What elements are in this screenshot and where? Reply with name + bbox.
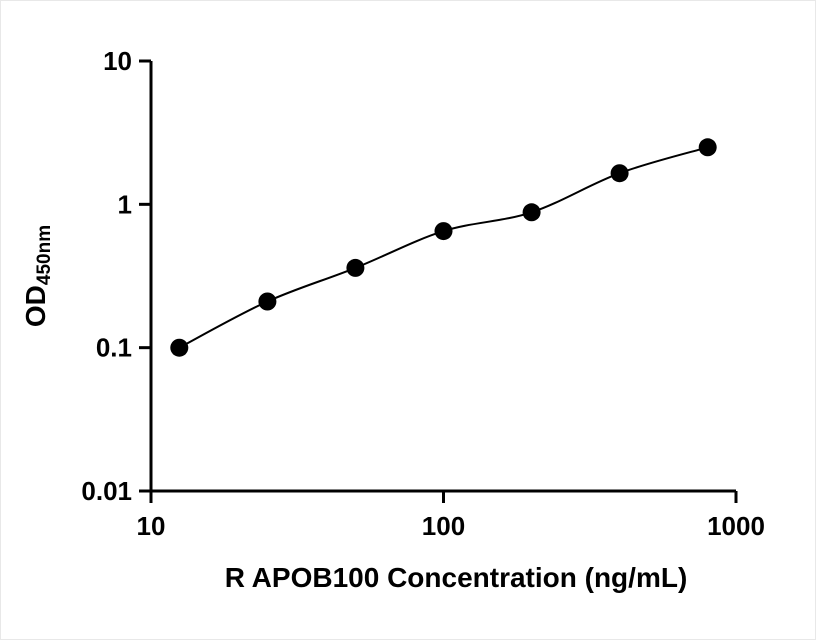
fit-line xyxy=(178,146,708,349)
data-point xyxy=(610,164,629,183)
y-tick-label: 0.1 xyxy=(96,333,132,363)
data-point xyxy=(698,138,717,157)
y-axis-title-sub: 450nm xyxy=(34,225,55,285)
y-axis-title: OD450nm xyxy=(20,225,55,327)
y-tick-label: 0.01 xyxy=(81,476,132,506)
data-point xyxy=(522,203,541,222)
x-tick-label: 10 xyxy=(137,511,166,541)
y-tick-label: 10 xyxy=(103,46,132,76)
data-point xyxy=(434,222,453,241)
data-point xyxy=(170,338,189,357)
x-tick-label: 1000 xyxy=(707,511,765,541)
plot-area: 10 100 1000 0.01 0.1 1 10 xyxy=(81,46,765,541)
y-tick-label: 1 xyxy=(118,189,132,219)
data-point xyxy=(258,292,277,311)
x-tick-label: 100 xyxy=(422,511,465,541)
x-axis-title: R APOB100 Concentration (ng/mL) xyxy=(225,562,688,593)
y-axis-title-main: OD xyxy=(20,285,51,327)
data-point xyxy=(346,258,365,277)
